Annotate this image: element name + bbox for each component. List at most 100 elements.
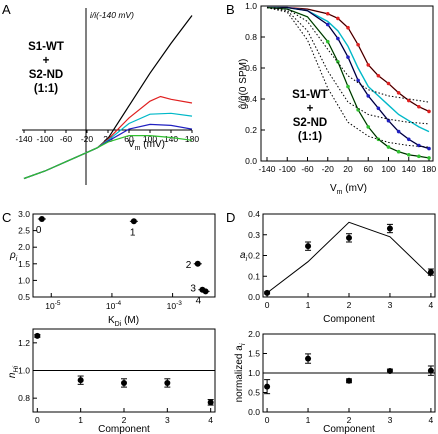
panel-d-bottom-data-point <box>386 368 393 375</box>
panel-c-bottom-data-point <box>207 399 214 406</box>
panel-b-data-point <box>406 137 411 142</box>
panel-d-bottom-y-label-main: normalized a <box>234 345 245 403</box>
panel-c-bottom-data-point <box>164 379 171 386</box>
panel-c-bottom-x-tick-label: 3 <box>165 415 170 425</box>
panel-a-x-label-unit: (mV) <box>141 139 165 150</box>
panel-d-top-x-label: Component <box>323 314 375 325</box>
panel-d-top-y-tick-label: 0.0 <box>248 292 260 302</box>
panel-d-bottom-y-tick-label: 2.0 <box>248 329 260 339</box>
tick-exponent: -4 <box>115 300 121 307</box>
panel-b-annotation-line2: + <box>307 103 314 115</box>
panel-a-annotation-line4: (1:1) <box>34 83 58 95</box>
panel-b-x-label-unit: (mV) <box>343 183 367 194</box>
panel-b-y-ticks: 0.0 0.2 0.4 0.6 0.8 1.0 <box>245 1 265 166</box>
panel-c-letter: C <box>2 210 11 225</box>
panel-d-bottom-points <box>263 353 435 395</box>
panel-b-y-tick-label: 0.6 <box>245 63 257 73</box>
panel-d-top-data-point <box>305 243 312 250</box>
panel-d-letter: D <box>226 210 235 225</box>
panel-b-data-point <box>417 104 421 109</box>
panel-b-x-tick-label: -140 <box>258 164 275 174</box>
panel-d-top-y-tick-label: 0.3 <box>248 230 260 240</box>
panel-b-dotted-curve-6 <box>266 7 430 148</box>
panel-d-top-data-point <box>264 289 271 296</box>
panel-a-x-tick-label: -100 <box>36 134 53 144</box>
panel-c-top-data-point <box>38 215 45 222</box>
panel-c-bottom-data-point <box>121 379 127 386</box>
panel-b-annotation-line3: S2-ND <box>293 117 328 129</box>
panel-b-data-point <box>386 81 391 86</box>
panel-b-x-tick-label: -60 <box>301 164 314 174</box>
panel-b-data-point <box>427 109 431 114</box>
panel-b-data-point <box>336 16 340 21</box>
panel-d-top-data-point <box>386 225 393 232</box>
panel-c-bottom-x-label: Component <box>98 424 150 434</box>
panel-b-data-point <box>325 11 330 16</box>
panel-d-bottom-y-tick-label: 0.0 <box>248 407 260 417</box>
panel-b-data-point <box>336 36 340 41</box>
panel-c-bottom-y-label: nHi <box>7 365 20 378</box>
panel-d-bottom-x-tick-label: 0 <box>265 415 270 425</box>
panel-d-top-x-tick-label: 2 <box>347 300 352 310</box>
panel-a-series <box>23 15 193 180</box>
panel-c-bottom-data-point <box>34 332 41 339</box>
panel-b-data-point <box>396 129 401 134</box>
panel-a-annotation: S1-WT + S2-ND (1:1) <box>28 41 64 95</box>
panel-c-top-point-label: 3 <box>190 284 196 295</box>
panel-d-bottom-data-point <box>305 355 312 362</box>
panel-c-top-x-tick-label: 10-3 <box>167 300 183 311</box>
panel-c-top-y-tick-label: 0.5 <box>18 292 30 302</box>
panel-b-data-point <box>366 94 371 98</box>
panel-c-top-y-label-sub: i <box>16 256 18 263</box>
panel-c-top-data-point <box>130 218 137 225</box>
panel-c-top-x-label-main: K <box>108 315 115 326</box>
panel-d-top-data-point <box>346 234 352 241</box>
panel-c-top-point-label: 1 <box>130 227 136 238</box>
panel-a-trace-0 <box>23 15 193 180</box>
panel-c-top-y-label: ρi <box>9 250 18 263</box>
panel-b-data-point <box>386 118 391 123</box>
panel-d-bottom-y-label-sub: i <box>240 343 247 345</box>
panel-d-top-x-tick-label: 4 <box>429 300 434 310</box>
panel-c-top-y-ticks: 0.5 1.0 1.5 2.0 2.5 3.0 <box>18 209 37 302</box>
panel-b-data-point <box>406 98 411 103</box>
panel-c-bottom-x-tick-label: 0 <box>35 415 40 425</box>
panel-b-data-point <box>325 39 330 44</box>
panel-c-bottom-points <box>33 332 215 406</box>
panel-b-data-point <box>366 63 371 67</box>
panel-b-x-label-main: V <box>330 183 337 194</box>
panel-b-x-tick-label: -20 <box>322 164 335 174</box>
panel-c-top-x-label-sub: Di <box>115 321 122 328</box>
panel-c-bottom-y-tick-label: 1.2 <box>18 338 30 348</box>
panel-b-fit-curve-2 <box>267 7 430 149</box>
panel-c-top-x-ticks: 10-5 10-4 10-3 <box>45 293 182 311</box>
panel-b-x-tick-label: 140 <box>402 164 416 174</box>
panel-c-bottom-y-label-sub: Hi <box>13 365 20 372</box>
panel-b-data-point <box>356 42 360 47</box>
panel-b-data-point <box>325 22 330 27</box>
panel-c-top-y-tick-label: 2.5 <box>18 226 30 236</box>
panel-c-top-frame <box>32 213 216 298</box>
panel-d-bottom-data-point <box>346 377 352 384</box>
panel-d-top-x-tick-label: 1 <box>306 300 311 310</box>
panel-a-x-label: Vm (mV) <box>128 139 165 152</box>
panel-a-x-tick-label: -20 <box>81 134 94 144</box>
panel-a-annotation-line3: S2-ND <box>29 69 64 81</box>
panel-c-top-y-label-main: ρ <box>9 250 16 261</box>
panel-a-x-tick-label: 100 <box>143 134 157 144</box>
panel-d-bottom-data-point <box>427 367 434 374</box>
panel-a-annotation-line2: + <box>43 55 50 67</box>
panel-a-y-label: i/i(-140 mV) <box>90 10 134 20</box>
panel-d-top-y-label-sub: i <box>246 256 248 263</box>
panel-b-annotation: S1-WT + S2-ND (1:1) <box>292 89 328 143</box>
panel-b-y-label: ĝ/ĝ(0 SPM) <box>238 59 249 110</box>
panel-b-x-ticks: -140 -100 -60 -20 20 60 100 140 180 <box>258 157 436 174</box>
panel-b-x-tick-label: -100 <box>279 164 296 174</box>
panel-b-data-point <box>376 106 381 111</box>
panel-c-bottom-y-tick-label: 0.8 <box>18 393 30 403</box>
panel-d-top-y-tick-label: 0.4 <box>248 209 260 219</box>
panel-c-top-data-point <box>202 288 209 295</box>
panel-d-top-data-point <box>427 269 434 276</box>
panel-b-data-point <box>346 25 350 30</box>
panel-d-top-y-label: ai <box>240 250 248 263</box>
